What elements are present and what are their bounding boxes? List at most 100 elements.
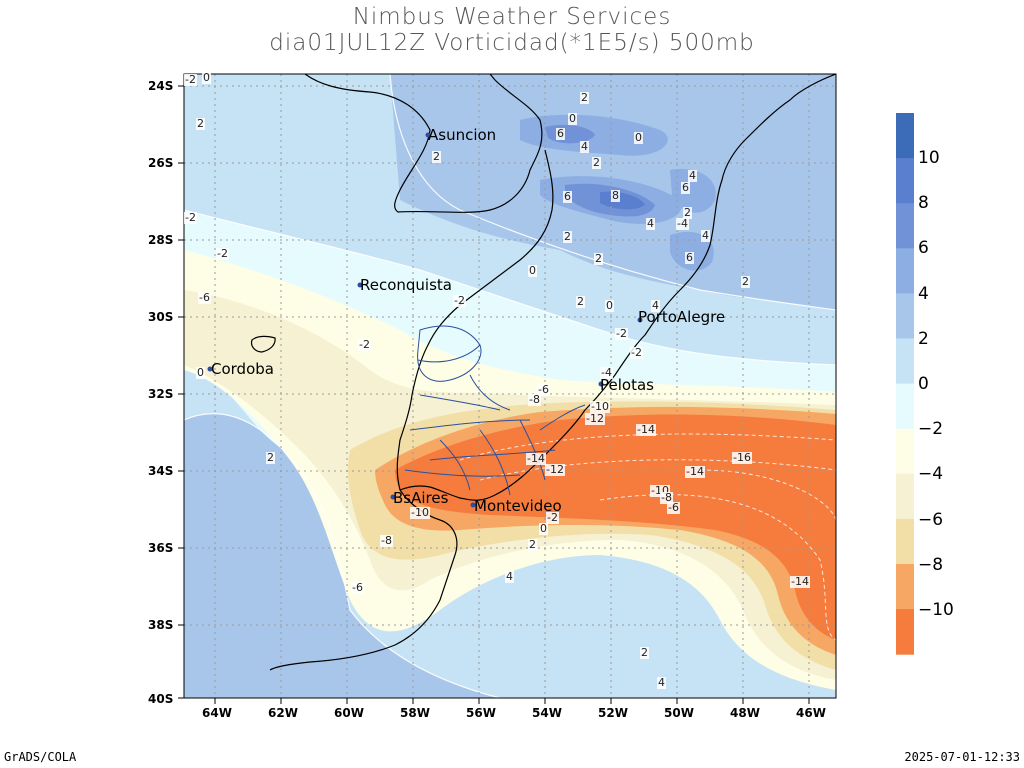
lat-label-28s: 28S [148, 233, 174, 247]
city-label-bsaires: BsAires [393, 489, 449, 507]
coastlines [250, 74, 836, 671]
contour-label: 6 [556, 127, 565, 140]
city-label-portoalegre: PortoAlegre [638, 308, 726, 326]
contour-label: 4 [688, 169, 697, 182]
contour-label: -2 [546, 511, 559, 524]
city-label-pelotas: Pelotas [600, 376, 654, 394]
colorbar-label: −6 [918, 510, 944, 530]
contour-label: -14 [636, 423, 656, 436]
colorbar-swatch [896, 113, 914, 159]
colorbar-label: 2 [918, 329, 929, 349]
lat-label-38s: 38S [148, 618, 174, 632]
colorbar-label: 4 [918, 284, 929, 304]
footer-timestamp: 2025-07-01-12:33 [904, 750, 1020, 764]
contour-label: -10 [410, 506, 430, 519]
contour-label: -16 [732, 451, 752, 464]
contour-label: 6 [685, 251, 694, 264]
colorbar-swatch [896, 383, 914, 430]
lon-label-48w: 48W [730, 706, 760, 720]
map-title: Nimbus Weather Services [352, 4, 672, 30]
lat-label-32s: 32S [148, 387, 174, 401]
colorbar-swatch [896, 338, 914, 385]
city-label-reconquista: Reconquista [360, 276, 452, 294]
colorbar-label: −4 [918, 464, 944, 484]
city-label-asuncion: Asuncion [428, 126, 497, 144]
contour-label: -4 [600, 366, 613, 379]
admin-borders [404, 325, 586, 496]
colorbar-label: 0 [918, 374, 929, 394]
colorbar-swatch [896, 248, 914, 294]
colorbar-label: 8 [918, 193, 929, 213]
lon-label-64w: 64W [202, 706, 232, 720]
contour-label: 4 [701, 229, 710, 242]
colorbar-label: −8 [918, 555, 944, 575]
colorbar-label: 6 [918, 238, 929, 258]
colorbar-swatch [896, 564, 914, 610]
contour-label: -2 [453, 294, 466, 307]
contour-label: 0 [196, 366, 205, 379]
contour-label: 2 [741, 275, 750, 288]
contour-label: -2 [216, 247, 229, 260]
footer-software: GrADS/COLA [4, 750, 77, 764]
contour-label: 6 [563, 190, 572, 203]
lat-label-30s: 30S [148, 310, 174, 324]
lat-label-36s: 36S [148, 541, 174, 555]
colorbar-swatch [896, 203, 914, 249]
colorbar-swatch [896, 428, 914, 475]
contour-label: 0 [528, 264, 537, 277]
lat-label-34s: 34S [148, 464, 174, 478]
contour-label: -6 [537, 383, 550, 396]
contour-label: -8 [660, 491, 673, 504]
contour-label: 4 [505, 570, 514, 583]
colorbar [896, 113, 914, 655]
contour-label: -2 [630, 346, 643, 359]
contour-label: 0 [605, 299, 614, 312]
contour-label: 4 [657, 676, 666, 689]
contour-label: -12 [585, 412, 605, 425]
colorbar-label: −2 [918, 419, 944, 439]
colorbar-label: −10 [918, 600, 954, 620]
contour-label: -8 [380, 534, 393, 547]
contour-label: 4 [580, 140, 589, 153]
lon-label-56w: 56W [466, 706, 496, 720]
lon-label-54w: 54W [532, 706, 562, 720]
lon-label-52w: 52W [598, 706, 628, 720]
contour-label: 2 [563, 230, 572, 243]
contour-label: 4 [651, 299, 660, 312]
colorbar-swatch [896, 293, 914, 339]
contour-label: 2 [592, 156, 601, 169]
contour-label: 2 [196, 117, 205, 130]
city-label-montevideo: Montevideo [474, 497, 562, 515]
lon-label-50w: 50W [664, 706, 694, 720]
contour-label: 2 [576, 295, 585, 308]
contour-label: 2 [528, 538, 537, 551]
contour-label: 2 [432, 150, 441, 163]
contour-label: -2 [184, 211, 197, 224]
contour-label: -2 [184, 73, 197, 86]
city-markers [207, 132, 643, 508]
contour-label: 2 [640, 646, 649, 659]
contour-label: -12 [545, 463, 565, 476]
contour-label: 4 [646, 217, 655, 230]
contour-label: 8 [611, 189, 620, 202]
lat-label-24s: 24S [148, 79, 174, 93]
contour-label: 0 [539, 522, 548, 535]
contour-label: -14 [790, 575, 810, 588]
colorbar-label: 10 [918, 148, 940, 168]
lon-label-60w: 60W [334, 706, 364, 720]
contour-label: -6 [351, 581, 364, 594]
contour-label: 0 [202, 71, 211, 84]
contour-label: 2 [266, 451, 275, 464]
contour-label: -6 [667, 501, 680, 514]
lat-label-26s: 26S [148, 156, 174, 170]
vorticity-field [184, 74, 836, 698]
city-label-cordoba: Cordoba [211, 360, 274, 378]
contour-label: -2 [358, 338, 371, 351]
colorbar-swatch [896, 518, 914, 565]
contour-label: -6 [198, 291, 211, 304]
contour-label: -14 [526, 452, 546, 465]
colorbar-swatch [896, 473, 914, 520]
contour-label: -10 [590, 400, 610, 413]
contour-label: 0 [568, 112, 577, 125]
